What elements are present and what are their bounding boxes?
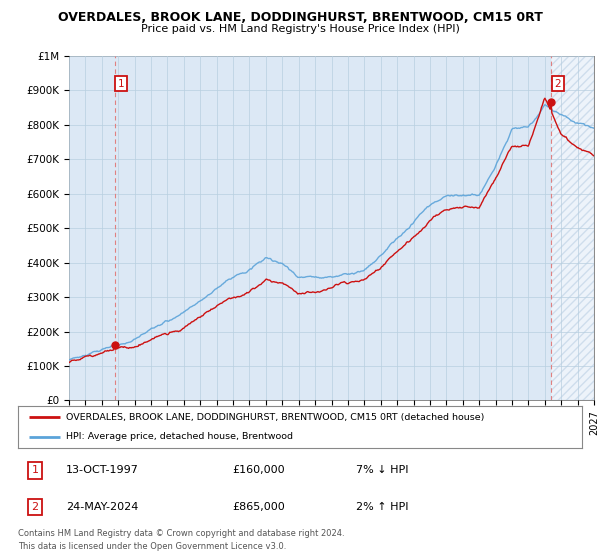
Text: £865,000: £865,000 bbox=[232, 502, 285, 512]
Text: Contains HM Land Registry data © Crown copyright and database right 2024.: Contains HM Land Registry data © Crown c… bbox=[18, 529, 344, 538]
Text: HPI: Average price, detached house, Brentwood: HPI: Average price, detached house, Bren… bbox=[66, 432, 293, 441]
Text: OVERDALES, BROOK LANE, DODDINGHURST, BRENTWOOD, CM15 0RT: OVERDALES, BROOK LANE, DODDINGHURST, BRE… bbox=[58, 11, 542, 24]
Text: £160,000: £160,000 bbox=[232, 465, 285, 475]
Text: 2: 2 bbox=[554, 78, 561, 88]
Text: 1: 1 bbox=[118, 78, 125, 88]
Text: OVERDALES, BROOK LANE, DODDINGHURST, BRENTWOOD, CM15 0RT (detached house): OVERDALES, BROOK LANE, DODDINGHURST, BRE… bbox=[66, 413, 484, 422]
Text: 7% ↓ HPI: 7% ↓ HPI bbox=[356, 465, 409, 475]
Text: 1: 1 bbox=[31, 465, 38, 475]
Text: This data is licensed under the Open Government Licence v3.0.: This data is licensed under the Open Gov… bbox=[18, 542, 286, 550]
Text: 2% ↑ HPI: 2% ↑ HPI bbox=[356, 502, 409, 512]
Text: 24-MAY-2024: 24-MAY-2024 bbox=[66, 502, 139, 512]
Text: 2: 2 bbox=[31, 502, 38, 512]
Text: 13-OCT-1997: 13-OCT-1997 bbox=[66, 465, 139, 475]
Text: Price paid vs. HM Land Registry's House Price Index (HPI): Price paid vs. HM Land Registry's House … bbox=[140, 24, 460, 34]
